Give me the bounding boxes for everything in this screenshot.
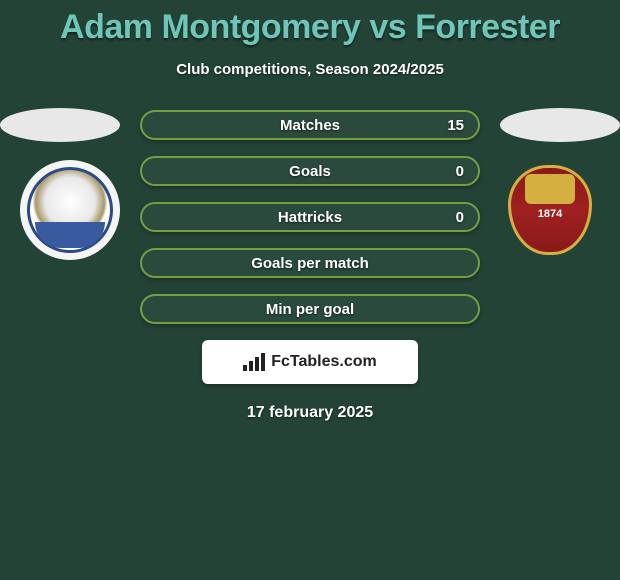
- stat-label: Hattricks: [142, 204, 478, 230]
- stat-bar-goals-per-match: Goals per match: [140, 248, 480, 278]
- chart-icon: [243, 353, 265, 371]
- stat-label: Matches: [142, 112, 478, 138]
- stat-bar-goals: Goals 0: [140, 156, 480, 186]
- right-crest: 1874: [500, 160, 600, 260]
- stat-label: Goals: [142, 158, 478, 184]
- subtitle: Club competitions, Season 2024/2025: [0, 61, 620, 78]
- crest-year: 1874: [538, 208, 562, 220]
- stat-bar-min-per-goal: Min per goal: [140, 294, 480, 324]
- stat-value: 0: [456, 204, 464, 230]
- source-logo: FcTables.com: [202, 340, 418, 384]
- crest-badge-right: 1874: [508, 165, 592, 255]
- page-title: Adam Montgomery vs Forrester: [0, 0, 620, 47]
- stat-bar-hattricks: Hattricks 0: [140, 202, 480, 232]
- stat-label: Min per goal: [142, 296, 478, 322]
- date-label: 17 february 2025: [0, 404, 620, 422]
- right-ellipse: [500, 108, 620, 142]
- crest-badge-left: [27, 167, 113, 253]
- stat-bar-matches: Matches 15: [140, 110, 480, 140]
- left-ellipse: [0, 108, 120, 142]
- stat-bars: Matches 15 Goals 0 Hattricks 0 Goals per…: [140, 110, 480, 324]
- comparison-panel: 1874 Matches 15 Goals 0 Hattricks 0 Goal…: [0, 110, 620, 422]
- logo-text: FcTables.com: [271, 353, 377, 371]
- left-crest: [20, 160, 120, 260]
- stat-label: Goals per match: [142, 250, 478, 276]
- stat-value: 15: [447, 112, 464, 138]
- stat-value: 0: [456, 158, 464, 184]
